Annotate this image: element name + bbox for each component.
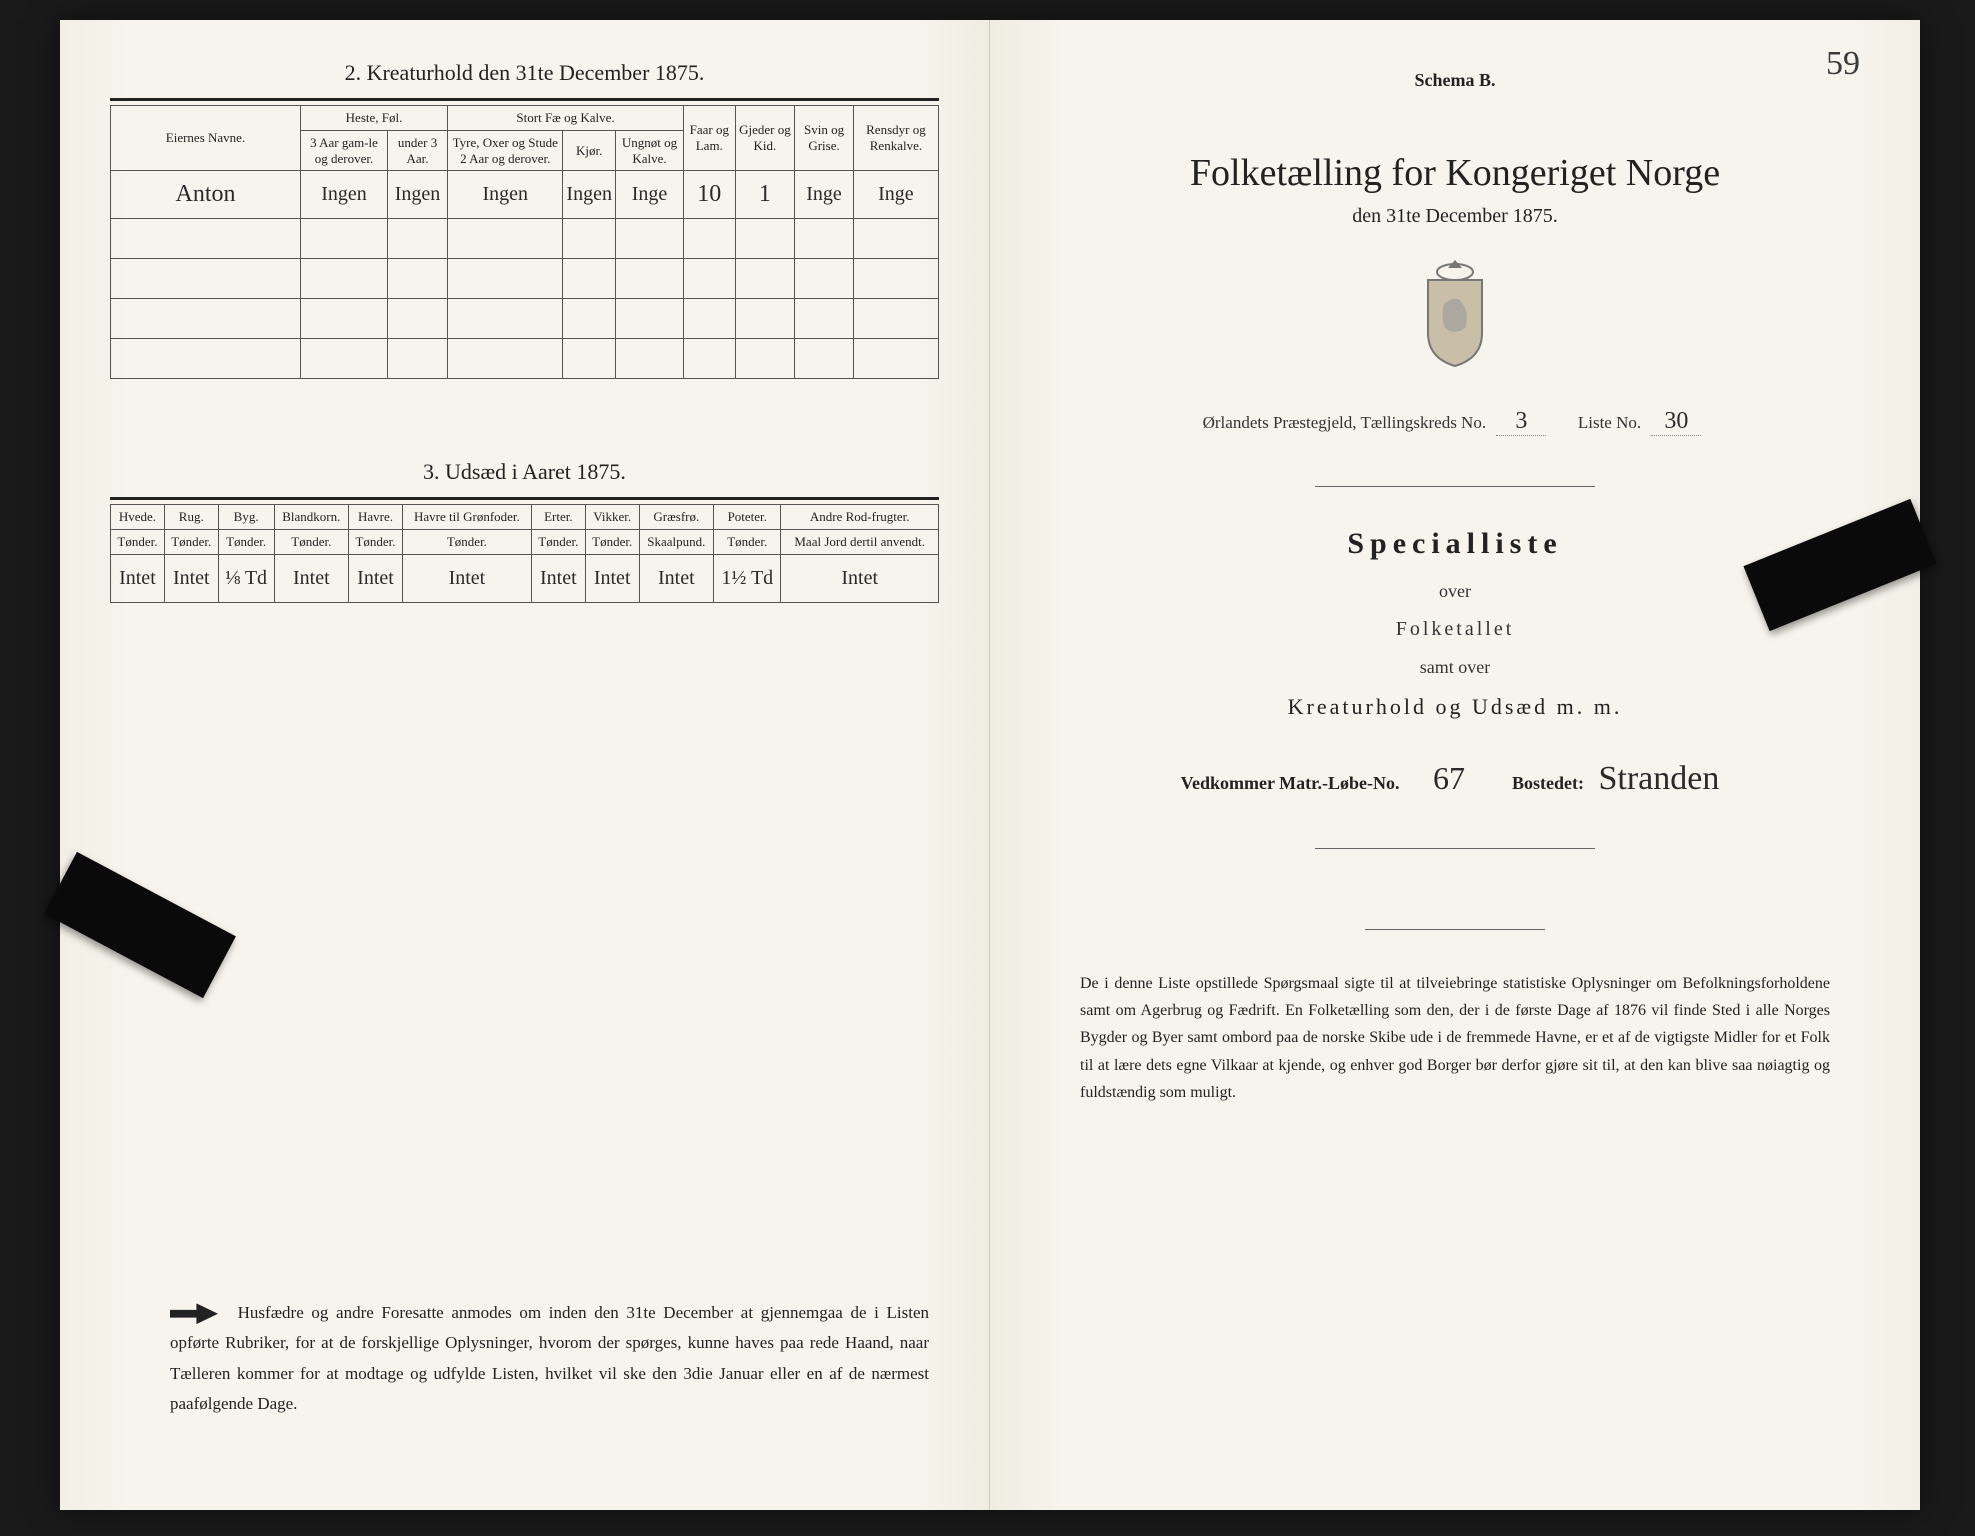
seed-cell: Intet: [781, 554, 939, 602]
footnote-text: Husfædre og andre Foresatte anmodes om i…: [170, 1303, 929, 1414]
seed-col-header: Erter.: [531, 505, 585, 530]
seed-col-header: Byg.: [218, 505, 274, 530]
col-fae-c: Ungnøt og Kalve.: [615, 131, 683, 171]
col-rensdyr: Rensdyr og Renkalve.: [853, 106, 938, 171]
seed-cell: 1½ Td: [714, 554, 781, 602]
cell: Inge: [795, 171, 854, 219]
seed-col-unit: Tønder.: [585, 530, 639, 555]
liste-no: 30: [1651, 408, 1701, 436]
cell: Inge: [615, 171, 683, 219]
divider: [1315, 848, 1595, 849]
seed-cell: Intet: [585, 554, 639, 602]
main-title: Folketælling for Kongeriget Norge: [1040, 151, 1870, 195]
kreatur-line: Kreaturhold og Udsæd m. m.: [1040, 694, 1870, 720]
left-footnote: Husfædre og andre Foresatte anmodes om i…: [170, 1298, 929, 1420]
seed-cell: Intet: [639, 554, 714, 602]
seed-col-header: Blandkorn.: [274, 505, 349, 530]
schema-label: Schema B.: [1040, 70, 1870, 91]
owner-cell: Anton: [111, 171, 301, 219]
col-group-fae: Stort Fæ og Kalve.: [448, 106, 684, 131]
col-heste-b: under 3 Aar.: [388, 131, 448, 171]
section3-title: 3. Udsæd i Aaret 1875.: [110, 459, 939, 485]
seed-col-unit: Tønder.: [164, 530, 218, 555]
bostedet-value: Stranden: [1598, 760, 1719, 798]
seed-col-unit: Tønder.: [274, 530, 349, 555]
subtitle: den 31te December 1875.: [1040, 205, 1870, 228]
cell: 10: [684, 171, 736, 219]
col-svin: Svin og Grise.: [795, 106, 854, 171]
cell: Ingen: [301, 171, 388, 219]
seed-col-header: Rug.: [164, 505, 218, 530]
liste-label: Liste No.: [1578, 413, 1641, 432]
seed-cell: Intet: [402, 554, 531, 602]
over-text: over: [1040, 581, 1870, 602]
seed-col-unit: Maal Jord dertil anvendt.: [781, 530, 939, 555]
rule: [110, 497, 939, 500]
seed-col-header: Poteter.: [714, 505, 781, 530]
meta-line: Ørlandets Præstegjeld, Tællingskreds No.…: [1040, 408, 1870, 436]
col-gjeder: Gjeder og Kid.: [735, 106, 795, 171]
pointing-hand-icon: [170, 1301, 218, 1327]
cell: Ingen: [388, 171, 448, 219]
kreds-no: 3: [1496, 408, 1546, 436]
vedkommer-label: Vedkommer Matr.-Løbe-No.: [1181, 773, 1400, 793]
matr-no: 67: [1414, 760, 1484, 797]
left-page: 2. Kreaturhold den 31te December 1875. E…: [60, 20, 990, 1510]
cell: Ingen: [448, 171, 563, 219]
col-faar: Faar og Lam.: [684, 106, 736, 171]
right-page: 59 Schema B. Folketælling for Kongeriget…: [990, 20, 1920, 1510]
specialliste-heading: Specialliste: [1040, 527, 1870, 561]
seed-col-unit: Tønder.: [349, 530, 403, 555]
seed-col-unit: Tønder.: [531, 530, 585, 555]
col-fae-b: Kjør.: [563, 131, 616, 171]
seed-col-header: Hvede.: [111, 505, 165, 530]
seed-col-header: Havre.: [349, 505, 403, 530]
col-fae-a: Tyre, Oxer og Stude 2 Aar og derover.: [448, 131, 563, 171]
seed-cell: Intet: [531, 554, 585, 602]
seed-col-unit: Skaalpund.: [639, 530, 714, 555]
seed-col-unit: Tønder.: [111, 530, 165, 555]
seed-col-unit: Tønder.: [402, 530, 531, 555]
seed-cell: Intet: [274, 554, 349, 602]
bostedet-label: Bostedet:: [1512, 773, 1584, 793]
col-heste-a: 3 Aar gam-le og derover.: [301, 131, 388, 171]
cell: Ingen: [563, 171, 616, 219]
rule: [110, 98, 939, 101]
meta-prefix: Ørlandets Præstegjeld, Tællingskreds No.: [1203, 413, 1486, 432]
seed-col-unit: Tønder.: [218, 530, 274, 555]
livestock-table: Eiernes Navne. Heste, Føl. Stort Fæ og K…: [110, 105, 939, 379]
col-owner: Eiernes Navne.: [111, 106, 301, 171]
seed-cell: Intet: [164, 554, 218, 602]
seed-table: Hvede.Rug.Byg.Blandkorn.Havre.Havre til …: [110, 504, 939, 603]
page-number: 59: [1826, 45, 1860, 83]
section2-title: 2. Kreaturhold den 31te December 1875.: [110, 60, 939, 86]
seed-col-header: Vikker.: [585, 505, 639, 530]
seed-cell: ⅛ Td: [218, 554, 274, 602]
seed-col-header: Havre til Grønfoder.: [402, 505, 531, 530]
vedkommer-line: Vedkommer Matr.-Løbe-No. 67 Bostedet: St…: [1040, 760, 1870, 798]
seed-cell: Intet: [111, 554, 165, 602]
cell: Inge: [853, 171, 938, 219]
samt-text: samt over: [1040, 657, 1870, 678]
seed-col-unit: Tønder.: [714, 530, 781, 555]
coat-of-arms-icon: [1410, 258, 1500, 368]
col-group-heste: Heste, Føl.: [301, 106, 448, 131]
seed-col-header: Andre Rod-frugter.: [781, 505, 939, 530]
seed-col-header: Græsfrø.: [639, 505, 714, 530]
folketallet: Folketallet: [1040, 618, 1870, 641]
seed-cell: Intet: [349, 554, 403, 602]
cell: 1: [735, 171, 795, 219]
body-paragraph: De i denne Liste opstillede Spørgsmaal s…: [1040, 970, 1870, 1106]
divider: [1315, 486, 1595, 487]
divider: [1365, 929, 1545, 930]
